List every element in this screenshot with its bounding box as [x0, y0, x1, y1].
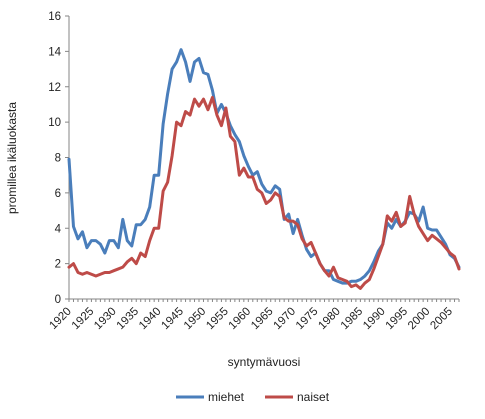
y-axis: 0 2 4 6 8 10 12 14 16: [48, 11, 70, 306]
y-tick-label: 2: [55, 259, 61, 271]
y-tick-label: 14: [48, 46, 61, 58]
x-tick-label: 1965: [249, 305, 276, 332]
x-tick-label: 1930: [92, 305, 119, 332]
x-tick-label: 1950: [182, 305, 209, 332]
x-tick-label: 2000: [406, 305, 433, 332]
x-tick-label: 1995: [384, 305, 411, 332]
x-tick-label: 1935: [115, 305, 142, 332]
y-tick-label: 4: [55, 223, 62, 235]
x-tick-label: 1985: [339, 305, 366, 332]
x-tick-label: 1940: [137, 305, 164, 332]
y-axis-title: promillea ikäluokasta: [5, 102, 19, 214]
y-tick-label: 12: [48, 82, 61, 94]
series-lines: [67, 48, 461, 290]
series-line-naiset: [67, 95, 461, 290]
x-tick-label: 1920: [47, 305, 74, 332]
x-tick-label: 1990: [361, 305, 388, 332]
x-tick-label: 1980: [316, 305, 343, 332]
y-tick-label: 16: [48, 11, 61, 23]
x-tick-label: 1960: [227, 305, 254, 332]
x-axis-title: syntymävuosi: [228, 355, 301, 369]
x-tick-label: 1970: [272, 305, 299, 332]
x-tick-label: 1975: [294, 305, 321, 332]
y-tick-label: 0: [55, 294, 61, 306]
series-line-miehet: [67, 48, 461, 285]
x-tick-label: 1925: [70, 305, 97, 332]
legend-label-miehet: miehet: [208, 390, 245, 404]
legend: miehet naiset: [176, 390, 330, 404]
legend-label-naiset: naiset: [297, 390, 330, 404]
x-tick-label: 2005: [428, 305, 455, 332]
x-axis: 1920192519301935194019451950195519601965…: [47, 298, 460, 332]
x-tick-label: 1955: [204, 305, 231, 332]
y-tick-label: 10: [48, 117, 61, 129]
x-tick-label: 1945: [159, 305, 186, 332]
y-tick-label: 8: [55, 153, 61, 165]
y-tick-label: 6: [55, 188, 61, 200]
